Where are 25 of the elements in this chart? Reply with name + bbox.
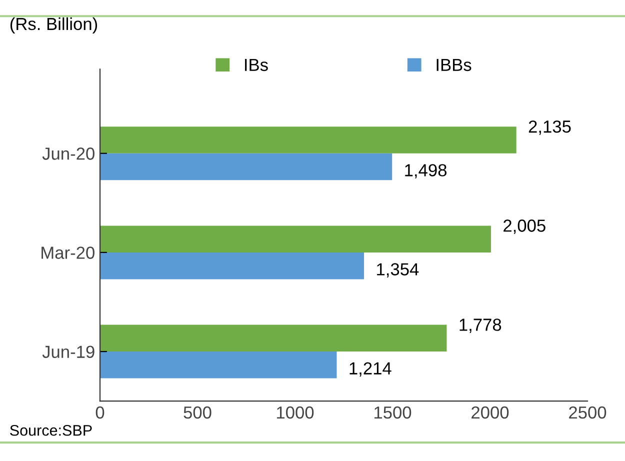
data-label: 1,354 (377, 263, 419, 278)
x-tick-label: 2000 (472, 406, 509, 419)
x-tick-label: 2500 (569, 406, 606, 419)
x-tick-label: 1000 (277, 406, 314, 419)
bar (100, 226, 491, 252)
bar (100, 252, 364, 280)
legend-label: IBs (245, 58, 268, 72)
x-tick-label: 500 (184, 406, 212, 419)
data-label: 1,498 (405, 164, 446, 178)
chart-subtitle: (Rs. Billion) (10, 17, 98, 34)
bar (100, 324, 447, 352)
bar (100, 126, 516, 154)
data-label: 2,005 (504, 220, 546, 234)
y-tick-label: Mar-20 (42, 246, 94, 259)
bar (100, 153, 392, 180)
data-label: 2,135 (528, 120, 571, 135)
y-tick-label: Jun-20 (42, 148, 94, 160)
legend-label: IBBs (436, 58, 472, 72)
data-label: 1,214 (350, 362, 392, 377)
y-tick-label: Jun-19 (42, 346, 94, 358)
bar (100, 352, 337, 378)
data-label: 1,778 (460, 318, 502, 333)
x-tick-label: 1500 (374, 406, 412, 419)
source-note: Source:SBP (10, 424, 92, 436)
x-tick-label: 0 (96, 406, 104, 419)
